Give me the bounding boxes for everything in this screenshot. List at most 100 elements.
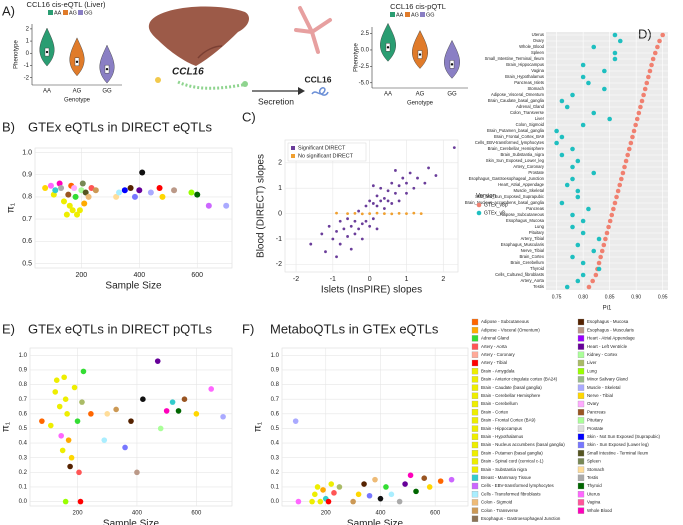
point <box>564 104 570 110</box>
y-tick-label: 0.7 <box>271 397 280 403</box>
legend-label: Vagina <box>587 500 601 505</box>
y-tick-label: Cells_Cultured_fibroblasts <box>495 272 544 277</box>
point <box>394 191 397 195</box>
point <box>586 80 591 86</box>
point <box>612 32 618 38</box>
legend-swatch <box>48 10 53 15</box>
legend-label: Thyroid <box>587 483 602 488</box>
legend-swatch <box>577 450 585 457</box>
y-tick-label: Brain_Cerebellum <box>510 260 544 265</box>
point <box>655 44 660 50</box>
legend-label: Brain - Putamen (basal ganglia) <box>481 450 543 455</box>
legend-swatch <box>471 359 479 367</box>
point <box>360 237 364 241</box>
x-axis-label: Sample Size <box>105 281 162 292</box>
point <box>612 56 618 62</box>
legend-swatch <box>471 392 479 399</box>
legend-label: Significant DIRECT <box>298 145 346 151</box>
point <box>74 418 81 424</box>
legend-label: Brain - Frontal Cortex (BA9) <box>481 418 536 423</box>
point <box>604 230 610 236</box>
legend-swatch <box>577 409 585 416</box>
chart-title: MetaboQTLs in GTEx eQTLs <box>270 321 439 336</box>
point <box>74 211 81 218</box>
y-tick-label: Pancreas_Islets <box>514 80 544 85</box>
point <box>59 447 66 454</box>
point <box>644 80 650 86</box>
point <box>92 187 99 194</box>
point <box>163 408 170 414</box>
y-tick-label: Brain_Hippocampus <box>506 62 544 67</box>
legend-swatch <box>63 10 68 15</box>
point <box>68 454 75 461</box>
legend-label: Breast - Mammary Tissue <box>481 475 532 480</box>
y-tick-label: Nerve_Tibial <box>521 248 544 253</box>
point <box>360 212 364 216</box>
point <box>71 185 78 191</box>
point <box>147 189 154 196</box>
point <box>596 260 602 266</box>
bead <box>155 77 161 83</box>
y-tick-label: 0.5 <box>271 426 280 432</box>
point <box>559 152 565 158</box>
legend-label: Heart - Left Ventricle <box>587 344 628 349</box>
point <box>39 418 45 424</box>
point <box>371 202 375 205</box>
point <box>122 444 128 451</box>
y-tick-label: 0.1 <box>19 485 28 491</box>
point <box>596 236 602 242</box>
legend-label: Lung <box>587 368 597 373</box>
point <box>575 158 581 164</box>
point <box>47 182 54 189</box>
legend-swatch <box>471 327 479 334</box>
point <box>223 202 230 209</box>
legend-swatch <box>577 335 585 342</box>
y-axis-label: Phenotype <box>14 39 20 68</box>
point <box>405 191 408 195</box>
y-tick-label: 0.8 <box>271 382 280 388</box>
point <box>619 176 624 182</box>
legend-swatch <box>471 417 479 424</box>
point <box>412 211 416 215</box>
point <box>394 169 397 172</box>
point <box>564 182 570 188</box>
x-tick-label: 200 <box>76 272 88 279</box>
point <box>575 242 581 248</box>
point <box>598 254 603 260</box>
point <box>62 498 69 505</box>
legend-swatch <box>476 210 482 216</box>
legend-label: Skin - Not Sun Exposed (Suprapubic) <box>587 434 661 439</box>
point <box>113 406 119 413</box>
point <box>69 207 76 214</box>
y-tick-label: 0.6 <box>22 238 32 245</box>
legend-label: Esophagus - Mucosa <box>587 319 629 324</box>
legend-label: Artery - Aorta <box>481 344 507 349</box>
point <box>601 242 607 248</box>
point <box>638 104 643 110</box>
legend-label: Brain - Caudate (basal ganglia) <box>481 385 542 390</box>
y-tick-label: -5.0 <box>359 80 370 86</box>
x-tick-label: 0 <box>368 276 372 283</box>
x-tick-label: 400 <box>132 511 143 517</box>
y-tick-label: 0.7 <box>19 397 28 403</box>
point <box>375 194 379 198</box>
legend-label: Skin - Sun Exposed (Lower leg) <box>587 442 649 447</box>
legend-swatch <box>476 202 482 208</box>
point <box>355 491 362 498</box>
point <box>652 50 658 56</box>
point <box>52 389 59 395</box>
legend-label: Brain - Amygdala <box>481 368 515 373</box>
point <box>580 122 586 128</box>
point <box>580 74 586 80</box>
legend-swatch <box>291 154 295 158</box>
point <box>181 396 188 403</box>
y-tick-label: -1 <box>24 63 30 69</box>
point <box>309 498 315 505</box>
point <box>64 411 70 417</box>
legend-swatch <box>291 146 295 150</box>
point <box>131 193 138 200</box>
median-point <box>45 50 49 54</box>
point <box>81 200 88 207</box>
legend-swatch <box>471 433 479 440</box>
